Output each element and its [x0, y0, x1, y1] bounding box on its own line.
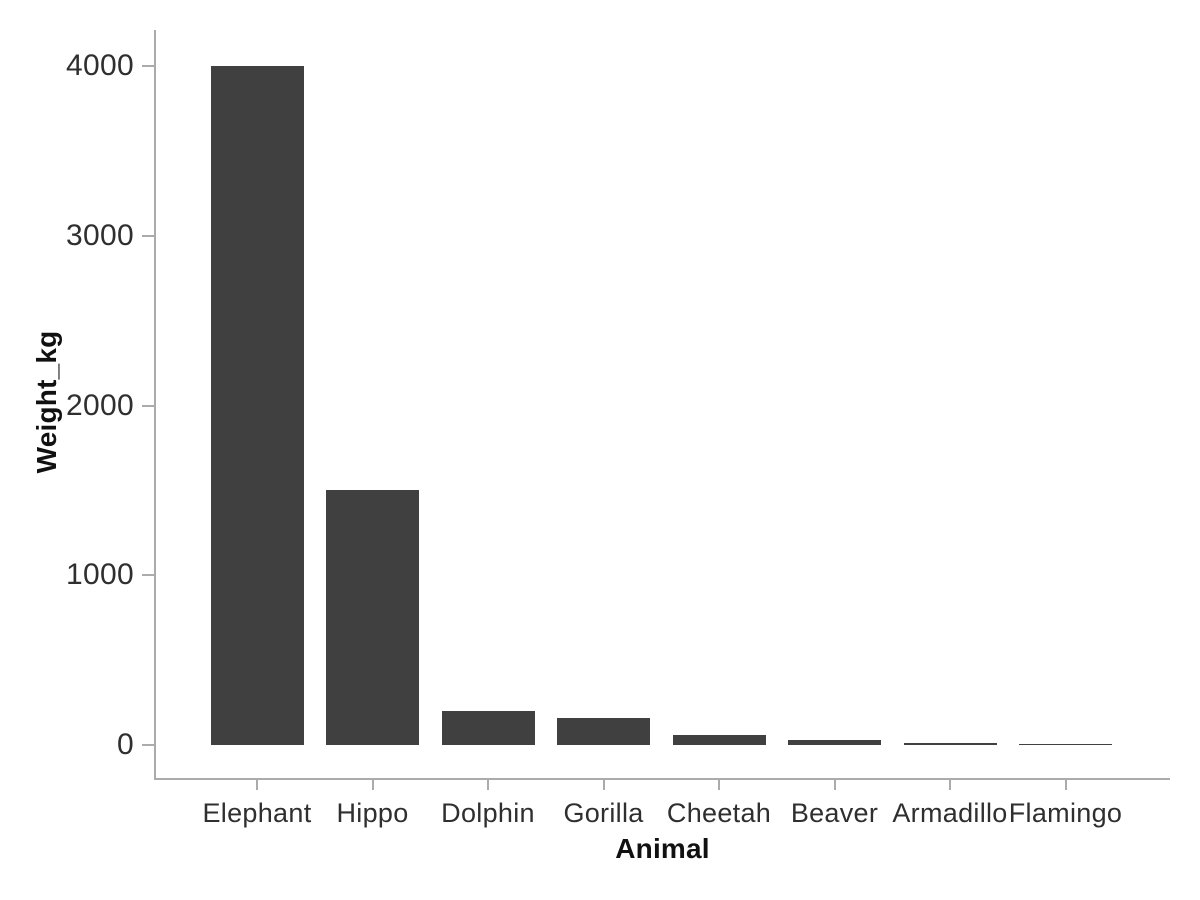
- x-tick: [1064, 780, 1067, 790]
- x-tick: [718, 780, 720, 790]
- bar-hippo: [326, 490, 419, 745]
- y-tick: [142, 574, 154, 577]
- y-tick: [142, 234, 154, 237]
- y-axis-title: Weight_kg: [31, 330, 62, 474]
- x-tick-label: Gorilla: [563, 798, 644, 828]
- x-tick: [487, 780, 489, 790]
- x-axis-line: [154, 778, 1170, 780]
- x-tick: [833, 780, 836, 790]
- y-tick-label: 3000: [66, 218, 134, 252]
- y-tick-label: 4000: [66, 49, 134, 82]
- x-tick-label: Armadillo: [892, 798, 1008, 828]
- x-tick-label: Cheetah: [666, 798, 772, 828]
- bar-beaver: [788, 739, 881, 745]
- y-tick-label: 2000: [66, 388, 134, 422]
- x-tick-label: Beaver: [790, 798, 879, 828]
- x-tick-label: Hippo: [336, 798, 409, 828]
- bar-dolphin: [441, 711, 535, 745]
- y-tick-label: 1000: [66, 558, 134, 592]
- y-axis-line: [154, 30, 156, 780]
- y-tick: [142, 744, 154, 746]
- bar-elephant: [210, 66, 304, 745]
- x-tick: [949, 780, 951, 790]
- y-tick: [142, 404, 154, 407]
- x-tick: [602, 780, 605, 790]
- x-tick: [371, 780, 374, 790]
- x-tick: [256, 780, 258, 790]
- y-tick: [142, 65, 154, 67]
- x-tick-label: Dolphin: [441, 798, 535, 828]
- bar-gorilla: [557, 717, 650, 745]
- bar-cheetah: [672, 734, 766, 745]
- x-tick-label: Flamingo: [1008, 798, 1123, 828]
- y-tick-label: 0: [117, 728, 134, 761]
- x-axis-title: Animal: [615, 833, 710, 864]
- bar-armadillo: [903, 742, 997, 745]
- bar-flamingo: [1019, 744, 1112, 745]
- x-tick-label: Elephant: [202, 798, 312, 828]
